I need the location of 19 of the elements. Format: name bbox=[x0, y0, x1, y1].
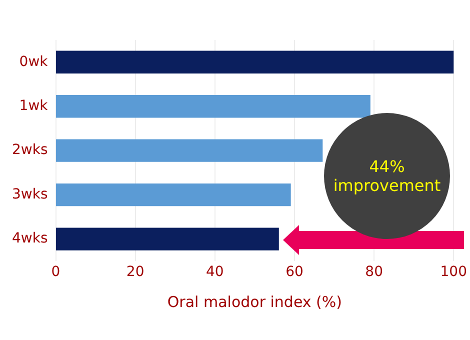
x-axis-title: Oral malodor index (%) bbox=[167, 292, 342, 311]
x-tick-label: 0 bbox=[51, 264, 60, 280]
circle-badge: 44% improvement bbox=[324, 113, 450, 239]
y-tick-label: 0wk bbox=[19, 54, 49, 70]
bar bbox=[56, 50, 454, 74]
bar bbox=[56, 184, 291, 206]
annotation: 44% improvement bbox=[332, 156, 442, 196]
x-tick-label: 40 bbox=[206, 264, 224, 280]
y-tick-label: 3wks bbox=[12, 186, 48, 202]
bar bbox=[56, 228, 279, 250]
y-tick-label: 2wks bbox=[12, 142, 48, 158]
bar bbox=[56, 139, 323, 162]
x-tick-label: 20 bbox=[126, 264, 144, 280]
y-tick-label: 1wk bbox=[19, 98, 49, 114]
bar bbox=[56, 95, 370, 118]
y-tick-label: 4wks bbox=[12, 230, 48, 247]
x-tick-label: 80 bbox=[365, 264, 383, 280]
x-tick-label: 100 bbox=[440, 264, 468, 280]
x-tick-label: 60 bbox=[286, 264, 304, 280]
